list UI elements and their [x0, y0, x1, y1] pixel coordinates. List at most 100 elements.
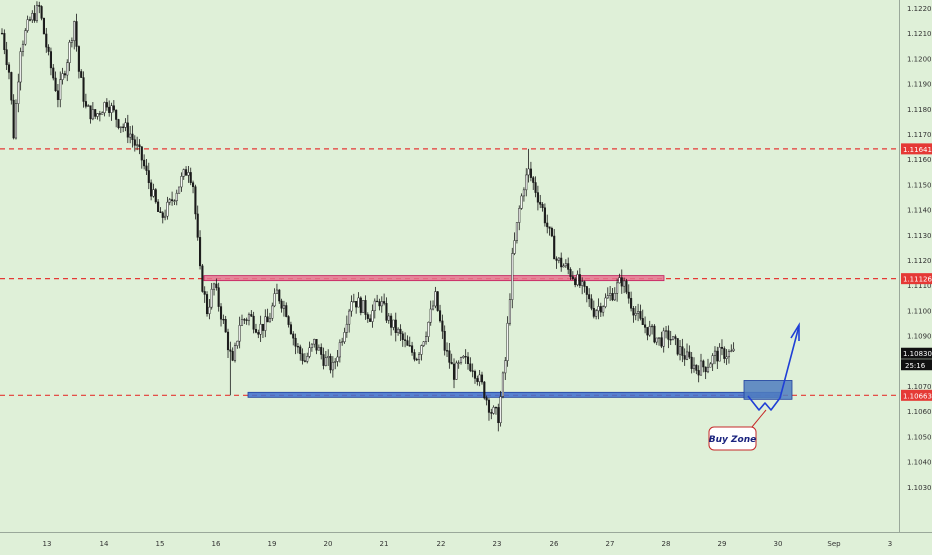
candle-body — [720, 346, 724, 349]
candle-body — [653, 325, 656, 343]
candle-body — [7, 64, 11, 73]
candle-body — [350, 301, 353, 312]
candle-body — [266, 316, 269, 323]
candle-body — [683, 355, 686, 360]
candle-body — [219, 306, 223, 320]
candle-body — [278, 289, 281, 302]
price-axis-labels: 1.11641 1.11126 1.10663 1.10830 25:16 — [901, 143, 932, 401]
candle-body — [525, 174, 528, 191]
candle-body — [404, 339, 407, 341]
candle-body — [522, 189, 525, 197]
candle-body — [723, 348, 726, 359]
candle-body — [273, 293, 276, 307]
candle-body — [692, 364, 696, 369]
candle-body — [257, 332, 260, 335]
candle-body — [599, 306, 602, 313]
candle-body — [82, 77, 85, 102]
x-tick-label: 3 — [888, 540, 892, 548]
candle-body — [669, 339, 672, 341]
candle-body — [459, 357, 463, 364]
candle-body — [438, 310, 442, 322]
candle-body — [19, 51, 22, 83]
candle-body — [301, 353, 304, 361]
arrow-head-icon — [790, 322, 800, 341]
candle-body — [658, 337, 661, 339]
y-tick-label: 1.11400 — [907, 207, 932, 215]
candle-body — [343, 332, 346, 343]
candle-body — [436, 291, 439, 311]
candle-body — [215, 283, 218, 288]
candle-body — [483, 381, 486, 399]
candle-body — [611, 293, 614, 301]
candle-body — [448, 350, 451, 363]
candle-body — [282, 305, 285, 309]
y-tick-label: 1.11200 — [907, 257, 932, 265]
candle-body — [210, 288, 213, 308]
candle-body — [466, 356, 470, 365]
x-tick-label: 22 — [437, 540, 446, 548]
projected-path-arrow[interactable] — [747, 325, 800, 411]
candle-body — [285, 305, 288, 317]
x-tick-label: 29 — [718, 540, 727, 548]
candle-body — [124, 122, 127, 128]
y-tick-label: 1.10700 — [907, 383, 932, 391]
candle-body — [376, 300, 379, 303]
candle-body — [473, 371, 477, 379]
candle-body — [306, 356, 309, 362]
candle-body — [662, 330, 665, 347]
candle-body — [96, 113, 99, 117]
candle-body — [101, 112, 104, 115]
y-tick-label: 1.10400 — [907, 459, 932, 467]
candle-body — [352, 301, 355, 303]
candle-body — [166, 201, 169, 217]
candle-body — [252, 315, 255, 330]
support-zone[interactable] — [247, 391, 782, 398]
candle-body — [655, 337, 658, 343]
candle-body — [336, 356, 339, 362]
candle-body — [17, 81, 20, 104]
candle-body — [727, 351, 731, 358]
candle-body — [224, 319, 227, 333]
candle-body — [362, 300, 365, 313]
annotations: Buy Zone — [708, 322, 800, 451]
resistance-zone[interactable] — [203, 275, 665, 282]
candle-body — [229, 349, 232, 352]
y-tick-label: 1.12200 — [907, 5, 932, 13]
candle-body — [443, 330, 446, 351]
x-tick-label: 13 — [43, 540, 52, 548]
candle-body — [212, 283, 216, 290]
candle-body — [408, 345, 411, 347]
candle-body — [303, 360, 306, 362]
candle-body — [583, 281, 586, 287]
candle-body — [126, 122, 129, 138]
level-price-label: 1.10663 — [903, 392, 932, 400]
candle-body — [625, 280, 628, 293]
candle-body — [616, 282, 619, 294]
candle-body — [455, 362, 458, 380]
candle-body — [588, 294, 591, 300]
candle-body — [226, 331, 230, 351]
candle-body — [676, 338, 679, 355]
buy-zone-box[interactable] — [743, 380, 793, 400]
candle-body — [52, 67, 55, 79]
candle-body — [24, 30, 27, 45]
price-axis[interactable]: 1.12200 1.12100 1.12000 1.11900 1.11800 1.117… — [907, 5, 932, 492]
buy-zone-callout[interactable] — [708, 426, 757, 451]
candle-body — [711, 355, 714, 365]
candle-body — [450, 362, 453, 365]
candle-body — [12, 99, 15, 139]
time-axis[interactable]: 13 14 15 16 19 20 21 22 23 26 27 28 29 30 Sep 3 — [43, 540, 893, 548]
countdown-tag — [901, 359, 932, 371]
candle-body — [287, 316, 290, 325]
candle-body — [681, 346, 684, 356]
candle-body — [418, 354, 421, 360]
candle-body — [506, 322, 509, 361]
candle-body — [520, 195, 523, 209]
candle-body — [576, 274, 579, 286]
candle-body — [261, 323, 265, 331]
candle-body — [546, 222, 549, 228]
candle-body — [627, 291, 630, 299]
candle-body — [61, 73, 64, 80]
